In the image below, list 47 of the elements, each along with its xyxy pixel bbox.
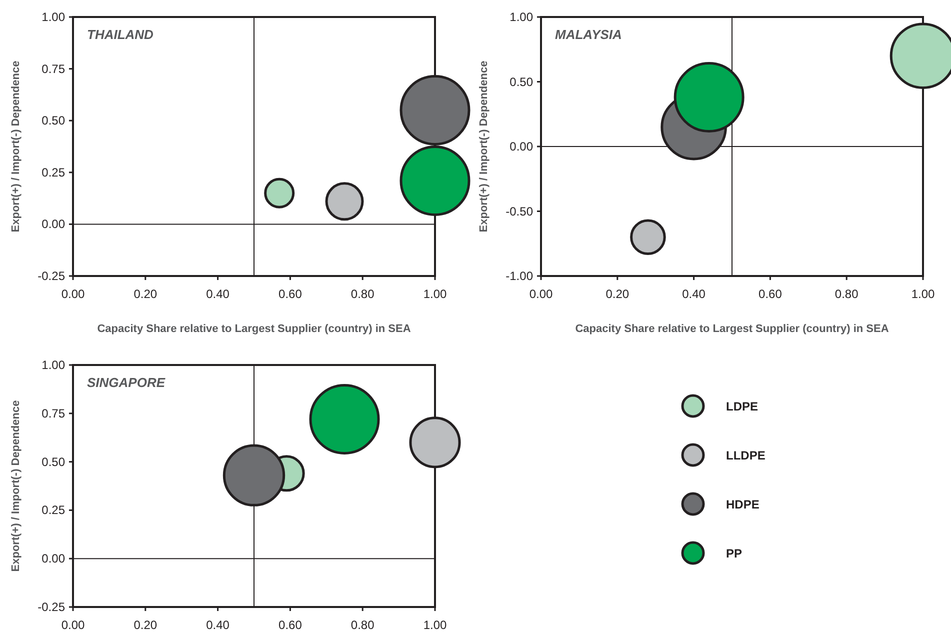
text: SINGAPORE	[87, 375, 166, 390]
x-tick-label: 0.20	[134, 287, 158, 301]
x-tick-label: 1.00	[423, 618, 447, 632]
y-tick-label: 1.00	[42, 358, 66, 372]
y-tick-label: 0.00	[42, 552, 66, 566]
y-tick-label: -0.25	[38, 600, 66, 614]
x-tick-label: 0.60	[758, 287, 782, 301]
y-tick-label: 0.75	[42, 62, 66, 76]
y-tick-label: 0.25	[42, 165, 66, 180]
y-axis-title: Export(+) / Import(-) Dependence	[10, 400, 22, 572]
legend-label: LDPE	[726, 400, 758, 414]
legend-label: HDPE	[726, 498, 760, 512]
y-tick-label: 1.00	[42, 10, 66, 24]
text: THAILAND	[87, 27, 154, 42]
x-axis-title: Capacity Share relative to Largest Supplier (country) in SEA	[575, 323, 889, 335]
x-tick-label: 0.80	[350, 618, 375, 632]
x-tick-label: 0.80	[350, 287, 375, 301]
x-tick-label: 1.00	[911, 287, 935, 301]
x-tick-label: 0.60	[278, 287, 302, 301]
y-tick-label: 0.25	[42, 503, 66, 518]
x-tick-label: 0.40	[206, 287, 230, 301]
y-axis-title: Export(+) / Import(-) Dependence	[478, 60, 490, 232]
y-tick-label: 1.00	[510, 10, 534, 24]
x-axis-title: Capacity Share relative to Largest Supplier (country) in SEA	[97, 323, 411, 335]
y-tick-label: -0.25	[38, 269, 66, 283]
y-tick-label: 0.00	[42, 217, 66, 232]
x-tick-label: 0.00	[61, 287, 85, 301]
x-tick-label: 0.00	[61, 618, 85, 632]
x-tick-label: 0.80	[834, 287, 859, 301]
y-tick-label: 0.50	[510, 74, 534, 89]
y-tick-label: 0.75	[42, 406, 66, 420]
x-tick-label: 0.00	[529, 287, 553, 301]
legend-label: PP	[726, 546, 742, 560]
y-tick-label: -0.50	[506, 204, 534, 218]
y-tick-label: 0.50	[42, 114, 66, 128]
x-tick-label: 0.40	[682, 287, 706, 301]
y-tick-label: -1.00	[506, 269, 534, 283]
x-tick-label: 0.20	[606, 287, 630, 301]
x-tick-label: 0.60	[278, 618, 302, 632]
legend-label: LLDPE	[726, 448, 766, 462]
y-tick-label: 0.50	[42, 454, 66, 469]
text: MALAYSIA	[555, 27, 622, 42]
y-axis-title: Export(+) / Import(-) Dependence	[10, 60, 22, 232]
x-tick-label: 1.00	[423, 287, 447, 301]
x-tick-label: 0.20	[134, 618, 158, 632]
y-tick-label: 0.00	[510, 140, 534, 154]
x-tick-label: 0.40	[206, 618, 230, 632]
